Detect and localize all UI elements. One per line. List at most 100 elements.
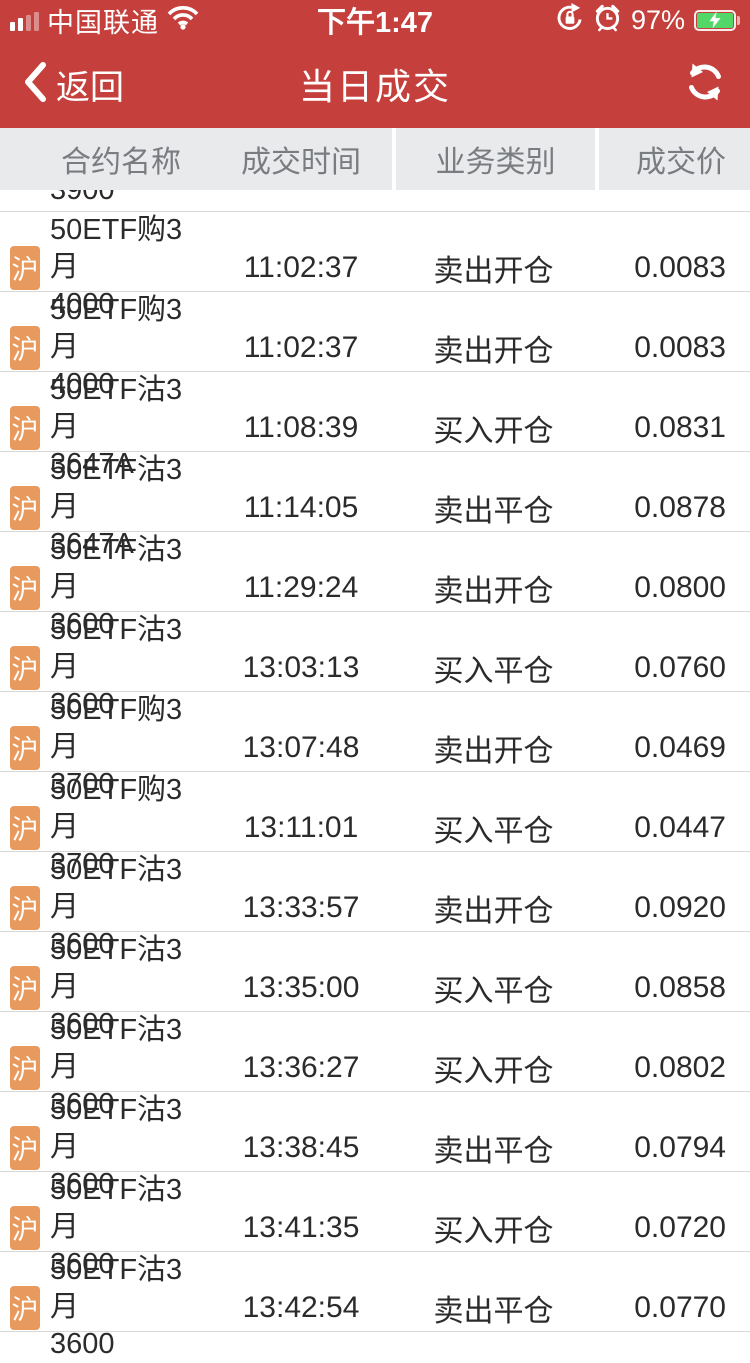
header-trade-time: 成交时间 xyxy=(241,146,361,179)
contract-name: 50ETF沽3月 3647A xyxy=(50,372,210,483)
back-button[interactable]: 返回 xyxy=(22,60,124,109)
contract-name-line2: 3600 xyxy=(50,1088,115,1120)
contract-name-line2: 3600 xyxy=(50,688,115,720)
table-row[interactable]: 沪 50ETF购3月 3700 13:07:48 卖出开仓 0.0469 xyxy=(0,692,750,800)
contract-name-line2: 3700 xyxy=(50,848,115,880)
back-label: 返回 xyxy=(56,68,124,107)
rotation-lock-icon xyxy=(555,3,584,37)
contract-name-line2: 3600 xyxy=(50,1008,115,1040)
trade-price: 0.0720 xyxy=(634,1210,726,1244)
carrier-label: 中国联通 xyxy=(47,7,159,38)
contract-name-line2: 3600 xyxy=(50,928,115,960)
table-row[interactable]: 沪 50ETF沽3月 3647A 11:14:05 卖出平仓 0.0878 xyxy=(0,452,750,560)
shanghai-exchange-badge: 沪 xyxy=(10,1045,40,1090)
trade-price: 0.0878 xyxy=(634,490,726,524)
status-bar: 中国联通 下午1:47 xyxy=(0,0,750,40)
contract-name-line1: 50ETF沽3月 xyxy=(50,534,183,603)
nav-bar: 返回 当日成交 xyxy=(0,40,750,128)
contract-name-line1: 50ETF购3月 xyxy=(50,774,183,843)
contract-name-line2: 3600 xyxy=(50,1328,115,1360)
trade-time: 13:35:00 xyxy=(242,970,360,1004)
contract-name-line1: 50ETF沽3月 xyxy=(50,1254,183,1323)
table-row[interactable]: 沪 50ETF沽3月 3600 11:29:24 卖出开仓 0.0800 xyxy=(0,532,750,640)
business-type: 买入开仓 xyxy=(433,414,554,448)
cellular-signal-icon xyxy=(10,9,39,31)
table-row[interactable]: 沪 50ETF沽3月 3600 13:03:13 买入平仓 0.0760 xyxy=(0,612,750,720)
refresh-button[interactable] xyxy=(682,59,728,110)
contract-name: 50ETF沽3月 3600 xyxy=(50,1012,210,1123)
contract-name-line2: 3600 xyxy=(50,608,115,640)
table-row[interactable]: 沪 50ETF沽3月 3647A 11:08:39 买入开仓 0.0831 xyxy=(0,372,750,480)
contract-name-line1: 50ETF沽3月 xyxy=(50,454,183,523)
contract-name: 50ETF沽3月 3600 xyxy=(50,1252,210,1363)
shanghai-exchange-badge: 沪 xyxy=(10,405,40,450)
business-type: 卖出开仓 xyxy=(433,734,554,768)
contract-name-line1: 50ETF沽3月 xyxy=(50,1174,183,1243)
contract-name: 50ETF沽3月 3600 xyxy=(50,1172,210,1283)
page-title: 当日成交 xyxy=(298,66,452,107)
business-type: 卖出开仓 xyxy=(433,254,554,288)
shanghai-exchange-badge: 沪 xyxy=(10,1285,40,1330)
table-row[interactable]: 沪 50ETF沽3月 3600 13:36:27 买入开仓 0.0802 xyxy=(0,1012,750,1120)
business-type: 卖出平仓 xyxy=(433,1294,554,1328)
table-row[interactable]: 沪 50ETF购3月 3700 13:11:01 买入平仓 0.0447 xyxy=(0,772,750,880)
contract-name-line1: 50ETF沽3月 xyxy=(50,374,183,443)
contract-name-clipped: 3900 xyxy=(50,190,115,206)
contract-name: 50ETF沽3月 3600 xyxy=(50,612,210,723)
trade-price: 0.0831 xyxy=(634,410,726,444)
trade-time: 11:14:05 xyxy=(243,490,359,524)
business-type: 买入平仓 xyxy=(433,974,554,1008)
shanghai-exchange-badge: 沪 xyxy=(10,565,40,610)
trade-time: 13:33:57 xyxy=(242,890,360,924)
contract-name-line2: 3700 xyxy=(50,768,115,800)
table-row[interactable]: 沪 50ETF沽3月 3600 13:33:57 卖出开仓 0.0920 xyxy=(0,852,750,960)
trade-time: 13:38:45 xyxy=(242,1130,360,1164)
header-contract-name: 合约名称 xyxy=(61,146,181,179)
table-row[interactable]: 沪 50ETF沽3月 3600 13:41:35 买入开仓 0.0720 xyxy=(0,1172,750,1280)
contract-name: 50ETF购3月 3700 xyxy=(50,772,210,883)
shanghai-exchange-badge: 沪 xyxy=(10,645,40,690)
partial-table-row[interactable]: 3900 xyxy=(0,190,750,212)
shanghai-exchange-badge: 沪 xyxy=(10,805,40,850)
business-type: 买入平仓 xyxy=(433,814,554,848)
contract-name-line1: 50ETF购3月 xyxy=(50,694,183,763)
trade-price: 0.0469 xyxy=(634,730,726,764)
contract-name: 50ETF购3月 4000 xyxy=(50,292,210,403)
contract-name: 50ETF沽3月 3600 xyxy=(50,852,210,963)
table-row[interactable]: 沪 50ETF沽3月 3600 13:42:54 卖出平仓 0.0770 xyxy=(0,1252,750,1360)
trade-price: 0.0083 xyxy=(634,330,726,364)
shanghai-exchange-badge: 沪 xyxy=(10,485,40,530)
table-row[interactable]: 沪 50ETF购3月 4000 11:02:37 卖出开仓 0.0083 xyxy=(0,212,750,320)
contract-name: 50ETF购3月 4000 xyxy=(50,212,210,323)
header-business-type: 业务类别 xyxy=(392,128,595,190)
table-row[interactable]: 沪 50ETF沽3月 3600 13:38:45 卖出平仓 0.0794 xyxy=(0,1092,750,1200)
contract-name-line1: 50ETF沽3月 xyxy=(50,614,183,683)
trade-price: 0.0858 xyxy=(634,970,726,1004)
business-type: 卖出开仓 xyxy=(433,894,554,928)
trade-time: 13:42:54 xyxy=(242,1290,360,1324)
trade-time: 13:41:35 xyxy=(242,1210,360,1244)
trade-price: 0.0083 xyxy=(634,250,726,284)
refresh-icon xyxy=(682,59,728,110)
trade-time: 13:36:27 xyxy=(242,1050,360,1084)
contract-name-line2: 4000 xyxy=(50,288,115,320)
header-trade-price: 成交价 xyxy=(595,128,750,190)
trade-time: 11:02:37 xyxy=(243,250,359,284)
business-type: 卖出平仓 xyxy=(433,494,554,528)
business-type: 买入开仓 xyxy=(433,1054,554,1088)
shanghai-exchange-badge: 沪 xyxy=(10,245,40,290)
table-row[interactable]: 沪 50ETF沽3月 3600 13:35:00 买入平仓 0.0858 xyxy=(0,932,750,1040)
contract-name-line2: 3647A xyxy=(50,528,134,560)
trade-time: 11:02:37 xyxy=(243,330,359,364)
trade-time: 11:08:39 xyxy=(243,410,359,444)
contract-name: 50ETF沽3月 3600 xyxy=(50,932,210,1043)
trade-time: 13:03:13 xyxy=(242,650,360,684)
business-type: 买入开仓 xyxy=(433,1214,554,1248)
trade-list: 沪 50ETF购3月 4000 11:02:37 卖出开仓 0.0083 沪 5… xyxy=(0,212,750,1360)
contract-name: 50ETF购3月 3700 xyxy=(50,692,210,803)
contract-name: 50ETF沽3月 3600 xyxy=(50,1092,210,1203)
table-row[interactable]: 沪 50ETF购3月 4000 11:02:37 卖出开仓 0.0083 xyxy=(0,292,750,400)
contract-name-line1: 50ETF沽3月 xyxy=(50,1094,183,1163)
trade-price: 0.0920 xyxy=(634,890,726,924)
trade-price: 0.0800 xyxy=(634,570,726,604)
